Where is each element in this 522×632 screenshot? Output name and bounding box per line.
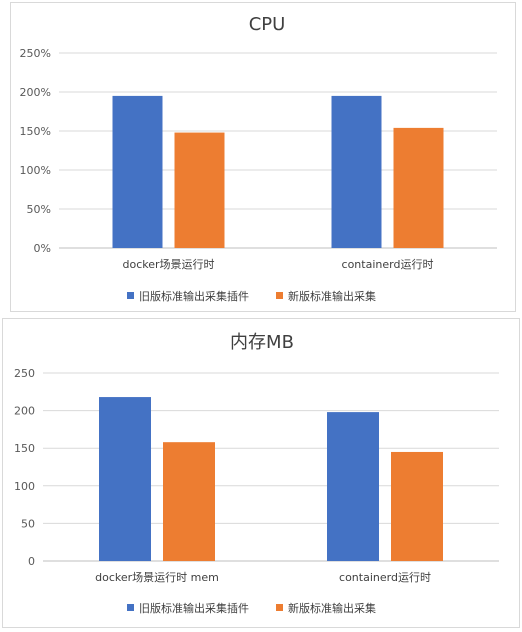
category-label: docker场景运行时 mem <box>95 570 219 584</box>
bar-new-collection <box>163 442 215 561</box>
y-tick-label: 0% <box>34 242 51 255</box>
chart-title: CPU <box>249 14 286 35</box>
memory-chart: 内存MB 0 50 100 150 200 250 docker场景运行时 mem contai… <box>14 332 499 615</box>
bar-old-plugin <box>327 412 379 561</box>
legend-label: 旧版标准输出采集插件 <box>139 601 249 615</box>
bar-old-plugin <box>112 95 163 249</box>
bar-new-collection <box>174 132 225 248</box>
y-tick-label: 50 <box>21 517 35 530</box>
cpu-chart-panel: CPU 0% 50% 100% 150% 200% 250% docker场景运行时 conta… <box>10 2 516 312</box>
legend-label: 新版标准输出采集 <box>288 601 376 615</box>
category-label: containerd运行时 <box>339 571 431 584</box>
legend-swatch <box>127 604 134 611</box>
legend-swatch <box>127 292 134 299</box>
y-tick-label: 200 <box>14 405 35 418</box>
legend-label: 旧版标准输出采集插件 <box>139 289 249 303</box>
chart-title: 内存MB <box>230 332 294 353</box>
legend-swatch <box>276 292 283 299</box>
bar-new-collection <box>391 451 443 561</box>
y-tick-label: 250 <box>14 367 35 380</box>
y-tick-label: 50% <box>27 203 51 216</box>
legend-label: 新版标准输出采集 <box>288 289 376 303</box>
y-tick-label: 100% <box>20 164 51 177</box>
category-label: docker场景运行时 <box>122 257 214 271</box>
y-tick-label: 250% <box>20 47 51 60</box>
legend-swatch <box>276 604 283 611</box>
cpu-chart: CPU 0% 50% 100% 150% 200% 250% docker场景运行时 conta… <box>20 14 497 303</box>
bar-old-plugin <box>99 397 151 561</box>
bar-new-collection <box>393 127 444 248</box>
y-tick-label: 100 <box>14 480 35 493</box>
memory-chart-panel: 内存MB 0 50 100 150 200 250 docker场景运行时 mem contai… <box>2 318 520 628</box>
y-tick-label: 150 <box>14 442 35 455</box>
bar-old-plugin <box>331 95 382 249</box>
y-tick-label: 0 <box>28 555 35 568</box>
y-tick-label: 200% <box>20 86 51 99</box>
category-label: containerd运行时 <box>342 258 434 271</box>
y-tick-label: 150% <box>20 125 51 138</box>
